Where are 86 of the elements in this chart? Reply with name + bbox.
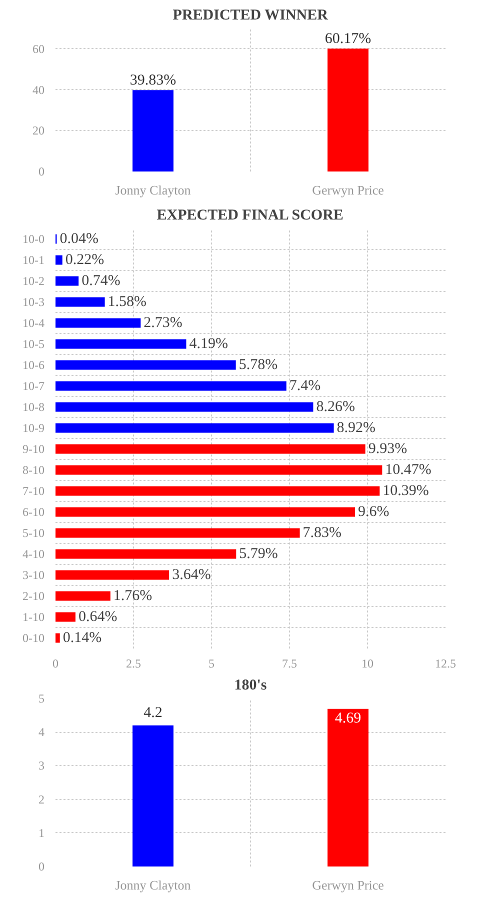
- data-label: 10.39%: [382, 483, 429, 499]
- data-label: 5.79%: [239, 546, 278, 562]
- data-label: 4.19%: [189, 336, 228, 352]
- y-tick-label: 10-7: [22, 379, 45, 393]
- x-tick-label: 5: [208, 656, 214, 670]
- y-tick-label: 8-10: [22, 463, 45, 477]
- data-label: 9.6%: [358, 504, 390, 520]
- data-label: 39.83%: [130, 72, 176, 89]
- y-tick-label: 10-9: [22, 421, 45, 435]
- y-tick-label: 7-10: [22, 484, 45, 498]
- y-tick-label: 3: [38, 758, 44, 773]
- y-tick-label: 10-4: [22, 316, 45, 330]
- chart-title: 180's: [234, 678, 267, 694]
- bar: [56, 360, 236, 370]
- y-tick-label: 3-10: [22, 568, 45, 582]
- y-tick-label: 20: [32, 124, 44, 138]
- data-label: 0.74%: [82, 273, 120, 289]
- y-tick-label: 60: [32, 42, 44, 56]
- x-tick-label: 0: [52, 656, 58, 670]
- bar: [56, 465, 382, 475]
- data-label: 60.17%: [324, 31, 372, 48]
- x-tick-label: Gerwyn Price: [312, 878, 384, 892]
- chart-title: PREDICTED WINNER: [172, 8, 328, 24]
- data-label: 2.73%: [144, 315, 182, 331]
- bar: [56, 423, 334, 433]
- y-tick-label: 40: [32, 82, 44, 97]
- y-tick-label: 10-0: [22, 232, 45, 246]
- y-tick-label: 10-6: [22, 358, 45, 372]
- y-tick-label: 5-10: [22, 526, 45, 540]
- data-label: 8.92%: [336, 420, 376, 436]
- data-label: 0.22%: [65, 252, 104, 268]
- bar: [56, 381, 286, 391]
- y-tick-label: 2: [38, 792, 44, 806]
- y-tick-label: 0: [38, 164, 44, 178]
- data-label: 9.93%: [368, 441, 408, 457]
- bar: [56, 612, 76, 622]
- y-tick-label: 2-10: [22, 589, 45, 603]
- y-tick-label: 9-10: [22, 442, 45, 456]
- y-tick-label: 0-10: [22, 631, 45, 645]
- bar: [56, 255, 62, 265]
- data-label: 4.2: [144, 704, 162, 721]
- bar: [56, 549, 236, 559]
- bar: [56, 528, 300, 538]
- y-tick-label: 6-10: [22, 505, 45, 519]
- data-label: 0.64%: [78, 609, 118, 625]
- bar: [56, 486, 380, 496]
- x-tick-label: Jonny Clayton: [115, 878, 192, 892]
- x-tick-label: 7.5: [282, 656, 297, 670]
- y-tick-label: 1-10: [22, 610, 45, 624]
- bar: [56, 297, 105, 307]
- bar: [56, 318, 141, 328]
- x-tick-label: 12.5: [435, 656, 456, 670]
- bar: [56, 339, 186, 349]
- data-label: 8.26%: [316, 399, 355, 415]
- y-tick-label: 10-8: [22, 400, 45, 414]
- bar: [56, 276, 79, 286]
- data-label: 0.04%: [60, 231, 98, 247]
- chart-title: EXPECTED FINAL SCORE: [156, 208, 344, 224]
- y-tick-label: 4: [38, 725, 44, 740]
- bar: [56, 570, 170, 580]
- y-tick-label: 0: [38, 860, 44, 874]
- bar: [56, 591, 110, 601]
- y-tick-label: 4-10: [22, 547, 45, 561]
- data-label: 1.58%: [108, 294, 147, 310]
- data-label: 7.83%: [302, 525, 342, 541]
- data-label: 10.47%: [385, 462, 432, 478]
- data-label: 4.69: [334, 710, 362, 726]
- x-tick-label: 10: [362, 656, 374, 670]
- x-tick-label: Gerwyn Price: [312, 182, 384, 198]
- bar: [56, 507, 356, 517]
- y-tick-label: 10-3: [22, 295, 45, 309]
- y-tick-label: 1: [38, 826, 44, 840]
- y-tick-label: 10-1: [22, 253, 45, 267]
- bar: [56, 402, 314, 412]
- data-label: 3.64%: [172, 567, 211, 583]
- y-tick-label: 5: [38, 692, 44, 706]
- data-label: 1.76%: [113, 588, 152, 604]
- data-label: 5.78%: [238, 357, 278, 373]
- y-tick-label: 10-2: [22, 274, 45, 288]
- bar: [56, 633, 60, 643]
- x-tick-label: 2.5: [126, 656, 141, 670]
- bar: [56, 444, 366, 454]
- x-tick-label: Jonny Clayton: [115, 182, 192, 198]
- y-tick-label: 10-5: [22, 337, 45, 351]
- data-label: 7.4%: [289, 378, 321, 394]
- data-label: 0.14%: [62, 630, 102, 646]
